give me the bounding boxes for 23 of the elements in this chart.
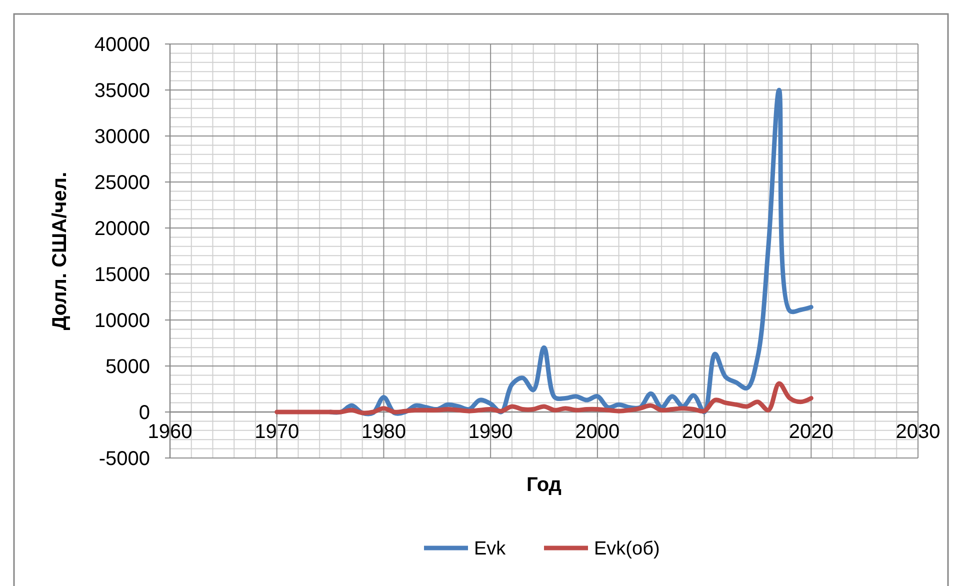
x-tick-label: 2030 [896, 421, 940, 443]
x-tick-label: 1990 [468, 421, 513, 443]
y-axis-title: Долл. США/чел. [49, 172, 71, 330]
x-tick-label: 2010 [682, 421, 727, 443]
legend-label: Evk(об) [594, 538, 660, 560]
x-tick-label: 1970 [254, 421, 300, 443]
y-tick-label: 5000 [106, 356, 150, 378]
legend-label: Evk [474, 538, 506, 560]
y-tick-label: 40000 [94, 34, 150, 56]
y-tick-label: 15000 [94, 264, 150, 286]
x-tick-label: 2020 [788, 421, 834, 443]
y-tick-label: 0 [138, 402, 150, 424]
y-tick-label: 25000 [94, 172, 150, 194]
y-tick-label: 20000 [94, 218, 150, 240]
y-tick-label: -5000 [98, 448, 150, 470]
y-tick-label: 10000 [94, 310, 150, 332]
y-tick-label: 35000 [94, 80, 150, 102]
line-series [274, 381, 814, 416]
y-tick-label: 30000 [94, 126, 150, 148]
x-axis-title: Год [526, 474, 562, 496]
x-tick-label: 1960 [148, 421, 192, 443]
x-tick-label: 1980 [361, 421, 406, 443]
x-tick-label: 2000 [575, 421, 620, 443]
